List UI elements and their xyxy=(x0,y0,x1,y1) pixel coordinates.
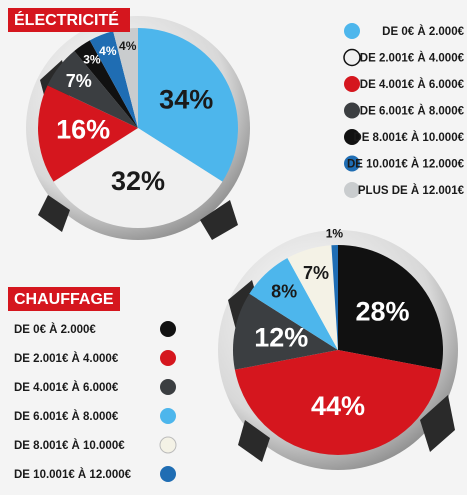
slice-label: 4% xyxy=(99,44,117,58)
legend-label: DE 10.001€ À 12.000€ xyxy=(347,158,465,171)
legend-label: DE 0€ À 2.000€ xyxy=(14,323,96,336)
slice-label: 44% xyxy=(311,391,365,421)
slice-label: 7% xyxy=(66,71,92,91)
legend-marker xyxy=(344,23,360,39)
legend-marker xyxy=(160,379,176,395)
legend-label: DE 0€ À 2.000€ xyxy=(382,25,464,38)
slice-label: 16% xyxy=(56,115,110,145)
legend-label: DE 10.001€ À 12.000€ xyxy=(14,468,132,481)
infographic: 34%32%16%7%3%4%4%ÉLECTRICITÉDE 0€ À 2.00… xyxy=(0,0,467,495)
legend-label: DE 2.001€ À 4.000€ xyxy=(14,352,119,365)
legend-marker xyxy=(344,50,360,66)
legend-marker xyxy=(344,76,360,92)
slice-label: 4% xyxy=(119,39,137,53)
chart-title: ÉLECTRICITÉ xyxy=(14,10,119,29)
legend-label: DE 6.001€ À 8.000€ xyxy=(360,105,465,118)
legend-marker xyxy=(160,466,176,482)
slice-label: 1% xyxy=(326,227,344,241)
legend-label: DE 6.001€ À 8.000€ xyxy=(14,410,119,423)
legend-marker xyxy=(160,408,176,424)
legend-label: DE 8.001€ À 10.000€ xyxy=(353,131,464,144)
slice-label: 12% xyxy=(254,322,308,352)
slice-label: 34% xyxy=(159,85,213,115)
legend-label: PLUS DE À 12.001€ xyxy=(358,184,465,197)
slice-label: 8% xyxy=(271,281,297,301)
legend-label: DE 4.001€ À 6.000€ xyxy=(14,381,119,394)
slice-label: 7% xyxy=(303,263,329,283)
legend-marker xyxy=(160,321,176,337)
slice-label: 32% xyxy=(111,166,165,196)
legend-label: DE 4.001€ À 6.000€ xyxy=(360,78,465,91)
slice-label: 28% xyxy=(355,296,409,326)
legend-marker xyxy=(160,437,176,453)
legend-marker xyxy=(344,103,360,119)
chart-title: CHAUFFAGE xyxy=(14,291,114,308)
legend-label: DE 8.001€ À 10.000€ xyxy=(14,439,125,452)
legend-label: DE 2.001€ À 4.000€ xyxy=(360,52,465,65)
legend-marker xyxy=(160,350,176,366)
